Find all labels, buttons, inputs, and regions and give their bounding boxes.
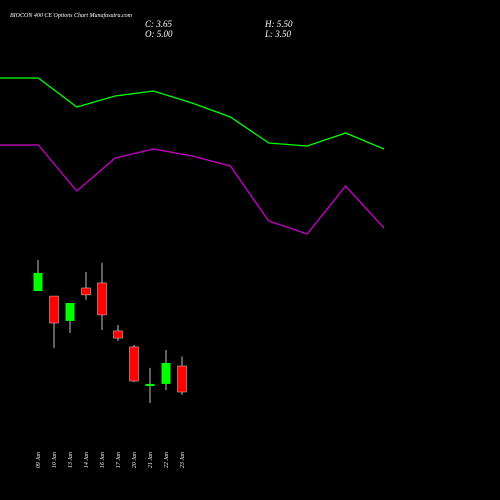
indicator-line <box>0 144 385 235</box>
indicator-line <box>0 77 385 150</box>
x-tick-label: 10 Jan <box>52 452 58 468</box>
x-tick-label: 09 Jan <box>36 452 42 468</box>
high-label: H: 5.50 <box>264 19 293 29</box>
candle-body <box>33 272 43 292</box>
x-tick-label: 20 Jan <box>132 452 138 468</box>
x-tick-label: 14 Jan <box>83 452 90 468</box>
x-tick-label: 16 Jan <box>100 452 106 468</box>
candle-body <box>65 302 75 321</box>
x-tick-label: 21 Jan <box>148 452 154 468</box>
candle-body <box>129 346 139 382</box>
candle-body <box>49 295 59 324</box>
candle-body <box>145 383 155 387</box>
x-tick-label: 17 Jan <box>116 452 122 468</box>
low-label: L: 3.50 <box>264 29 292 39</box>
x-tick-label: 13 Jan <box>68 452 74 468</box>
chart-title: BIOCON 400 CE Options Chart Munafasutra.… <box>10 12 133 19</box>
x-tick-label: 22 Jan <box>164 452 170 468</box>
candle-body <box>81 287 91 296</box>
candle-body <box>177 365 187 393</box>
candle-body <box>161 362 171 384</box>
candle-body <box>113 330 123 339</box>
close-label: C: 3.65 <box>145 19 173 29</box>
x-tick-label: 23 Jan <box>180 452 186 468</box>
open-label: O: 5.00 <box>145 29 173 39</box>
candle-body <box>97 282 107 316</box>
